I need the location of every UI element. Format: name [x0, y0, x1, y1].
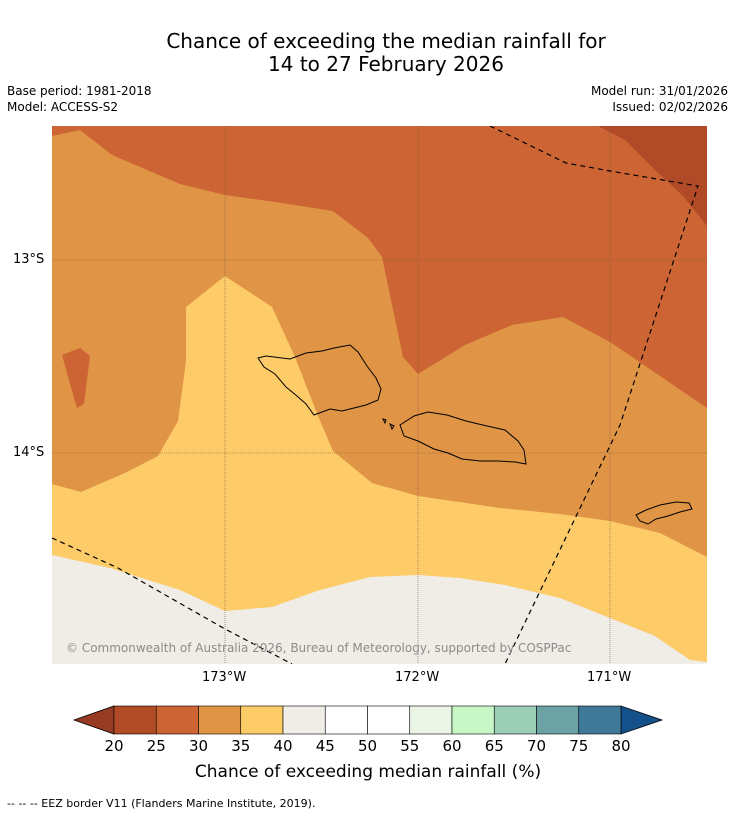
model-name: Model: ACCESS-S2	[7, 100, 119, 114]
eez-footnote: -- -- -- EEZ border V11 (Flanders Marine…	[7, 797, 316, 810]
colorbar-tick-50: 50	[357, 737, 378, 755]
colorbar-segment-55-60	[409, 705, 453, 735]
colorbar-tick-45: 45	[315, 737, 335, 755]
colorbar-segment-20-25	[113, 705, 157, 735]
colorbar-over-triangle	[620, 705, 664, 735]
colorbar-segment-35-40	[240, 705, 284, 735]
lon-label-171w: 171°W	[587, 670, 632, 685]
colorbar-segment-45-50	[324, 705, 368, 735]
colorbar-tick-70: 70	[526, 737, 547, 755]
gridlines	[52, 126, 707, 664]
colorbar-segment-40-45	[282, 705, 326, 735]
colorbar-segment-30-35	[198, 705, 242, 735]
lon-label-173w: 173°W	[202, 670, 247, 685]
small-island-outline-2	[389, 422, 395, 431]
base-period: Base period: 1981-2018	[7, 84, 152, 98]
meta-right: Model run: 31/01/2026 Issued: 02/02/2026	[591, 83, 728, 115]
map-area	[52, 126, 707, 664]
eez-border-southwest	[52, 537, 293, 664]
colorbar-label: Chance of exceeding median rainfall (%)	[194, 762, 542, 782]
issued-date: Issued: 02/02/2026	[612, 100, 728, 114]
colorbar-under-triangle	[72, 705, 115, 735]
colorbar-segment-65-70	[493, 705, 537, 735]
eez-borders	[52, 126, 699, 664]
lon-label-172w: 172°W	[395, 670, 440, 685]
title-line-2: 14 to 27 February 2026	[268, 52, 504, 76]
colorbar-tick-75: 75	[569, 737, 589, 755]
probability-region-25-30	[52, 126, 707, 408]
title-line-1: Chance of exceeding the median rainfall …	[166, 29, 606, 53]
upolu-island-outline	[399, 411, 527, 465]
colorbar-tick-55: 55	[400, 737, 420, 755]
colorbar-tick-60: 60	[442, 737, 462, 755]
lat-label-14s: 14°S	[13, 445, 45, 460]
colorbar-segment-70-75	[536, 705, 580, 735]
copyright-notice: © Commonwealth of Australia 2026, Bureau…	[66, 641, 572, 655]
colorbar-segment-25-30	[155, 705, 199, 735]
colorbar-segment-75-80	[578, 705, 622, 735]
colorbar-tick-40: 40	[273, 737, 293, 755]
tutuila-island-outline	[635, 501, 693, 525]
probability-region-25-30-west	[62, 348, 90, 408]
colorbar-segment-50-55	[367, 705, 411, 735]
meta-left: Base period: 1981-2018 Model: ACCESS-S2	[7, 83, 152, 115]
colorbar-segment-60-65	[451, 705, 495, 735]
colorbar-tick-30: 30	[188, 737, 209, 755]
chart-title: Chance of exceeding the median rainfall …	[0, 30, 736, 76]
colorbar	[72, 705, 664, 735]
small-island-outline	[382, 418, 387, 425]
colorbar-tick-65: 65	[484, 737, 504, 755]
model-run: Model run: 31/01/2026	[590, 84, 728, 98]
colorbar-tick-35: 35	[231, 737, 251, 755]
savaii-island-outline	[257, 344, 382, 416]
eez-border-east	[489, 126, 699, 664]
colorbar-tick-80: 80	[611, 737, 631, 755]
probability-region-20-25	[598, 126, 707, 226]
colorbar-tick-20: 20	[104, 737, 124, 755]
colorbar-tick-25: 25	[146, 737, 166, 755]
coastlines	[257, 344, 693, 525]
lat-label-13s: 13°S	[13, 252, 45, 267]
